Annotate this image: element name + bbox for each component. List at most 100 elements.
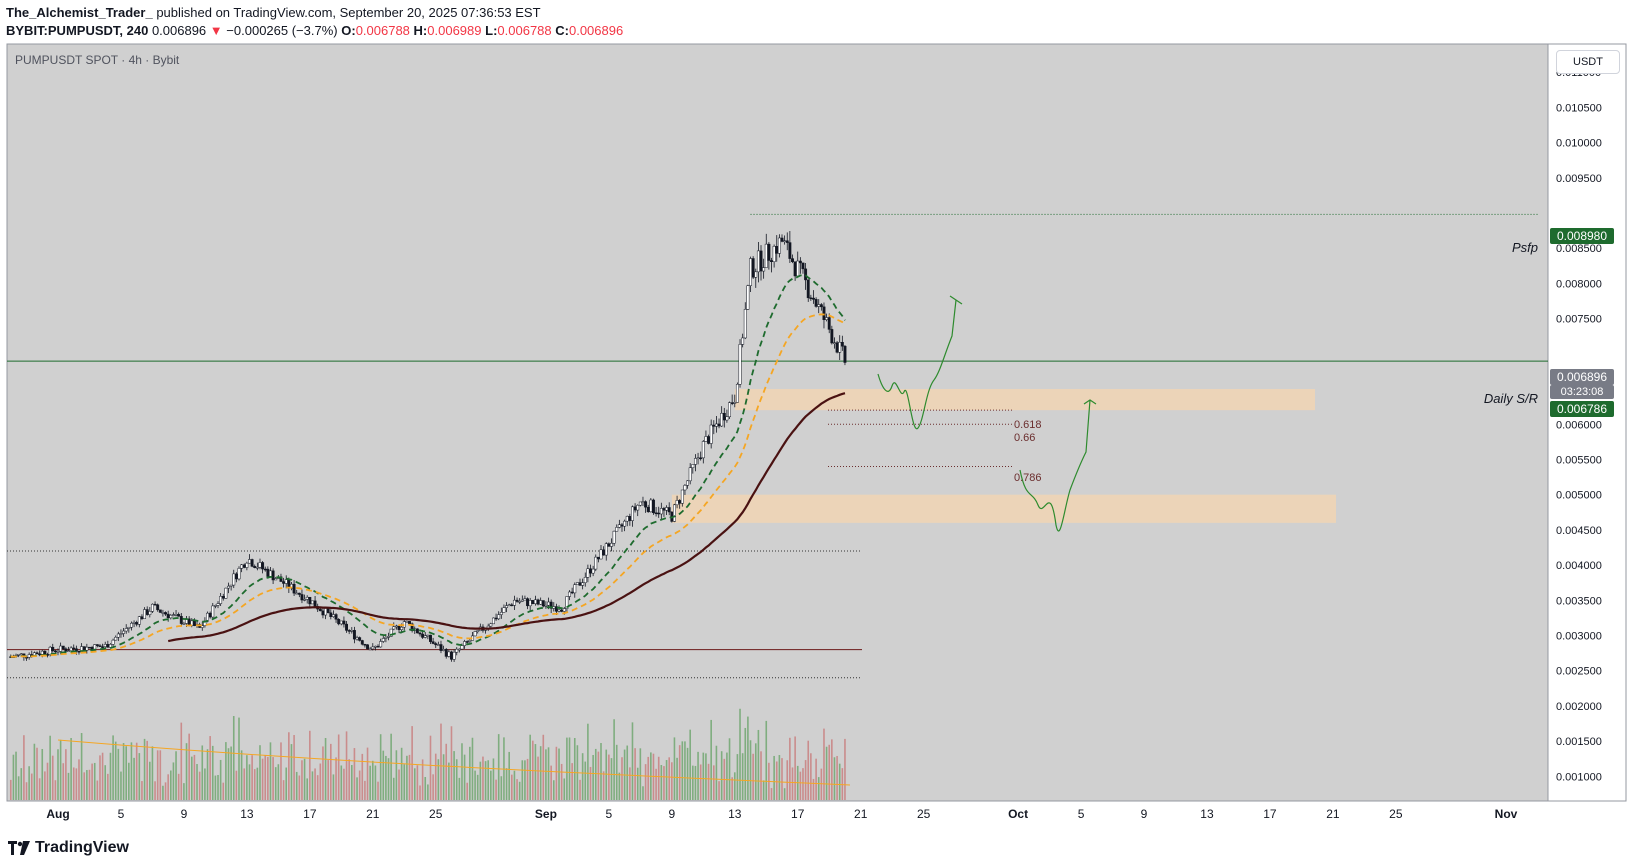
volume-bar	[568, 737, 571, 800]
candle-body	[360, 640, 364, 645]
y-tick-label: 0.008000	[1556, 278, 1602, 290]
x-tick-label: Sep	[535, 807, 557, 821]
candle-body	[591, 568, 595, 574]
volume-bar	[156, 750, 159, 800]
volume-bar	[130, 742, 133, 800]
price-axis[interactable]	[1548, 44, 1626, 801]
volume-bar	[804, 760, 807, 800]
candle-body	[224, 587, 228, 599]
candle-body	[166, 613, 170, 619]
candle-body	[232, 573, 236, 586]
volume-bar	[112, 735, 114, 800]
volume-bar	[222, 782, 225, 800]
candle-body	[237, 568, 241, 580]
candle-body	[455, 648, 459, 653]
volume-bar	[235, 770, 238, 800]
volume-bar	[521, 760, 524, 800]
volume-bar	[765, 720, 768, 800]
candle-body	[809, 297, 813, 300]
high-label: H:	[413, 23, 428, 38]
volume-bar	[710, 719, 712, 800]
volume-bar	[101, 752, 104, 800]
psfp-label: Psfp	[1512, 240, 1538, 255]
candle-body	[775, 246, 779, 254]
brand-name: TradingView	[35, 839, 129, 856]
candle-body	[179, 616, 183, 624]
candle-body	[578, 582, 582, 586]
currency-button[interactable]: USDT	[1556, 50, 1620, 74]
volume-bar	[762, 780, 765, 800]
publish-info: published on TradingView.com, September …	[156, 5, 541, 20]
volume-bar	[33, 743, 36, 800]
volume-bar	[589, 766, 592, 800]
volume-bar	[487, 760, 490, 800]
candle-body	[334, 614, 338, 620]
candle-body	[35, 652, 39, 655]
candle-body	[219, 596, 223, 604]
y-tick-label: 0.010000	[1556, 138, 1602, 150]
candle-body	[263, 568, 267, 571]
candle-body	[573, 584, 577, 594]
candle-body	[822, 306, 826, 320]
y-tick-label: 0.005000	[1556, 490, 1602, 502]
candle-body	[171, 614, 175, 616]
candle-body	[145, 609, 149, 615]
volume-bar	[211, 745, 214, 800]
volume-bar	[214, 775, 217, 800]
candle-body	[489, 623, 493, 627]
volume-bar	[361, 753, 364, 800]
candle-body	[324, 608, 328, 616]
candle-body	[777, 237, 781, 254]
volume-bar	[587, 723, 589, 800]
x-tick-label: 25	[429, 807, 443, 821]
volume-bar	[78, 759, 80, 800]
candle-body	[738, 344, 742, 385]
publish-line: The_Alchemist_Trader_ published on Tradi…	[6, 4, 623, 22]
volume-ma-line	[57, 739, 851, 786]
volume-bar	[167, 774, 169, 800]
volume-bar	[786, 760, 789, 800]
down-triangle-icon: ▼	[209, 23, 223, 38]
candle-body	[321, 610, 325, 616]
volume-bar	[104, 765, 107, 800]
volume-bar	[657, 756, 660, 800]
volume-bar	[227, 748, 230, 800]
volume-bar	[290, 744, 293, 800]
y-tick-label: 0.009500	[1556, 173, 1602, 185]
volume-bar	[322, 746, 324, 800]
candle-body	[27, 654, 31, 658]
volume-bar	[301, 760, 303, 800]
volume-bar	[437, 759, 440, 800]
author-name[interactable]: The_Alchemist_Trader_	[6, 5, 153, 20]
volume-bar	[747, 716, 749, 800]
candle-body	[331, 614, 335, 617]
volume-bar	[416, 765, 419, 800]
candle-body	[61, 645, 65, 650]
candle-body	[638, 501, 642, 506]
candle-body	[366, 644, 369, 650]
volume-bar	[799, 771, 802, 800]
volume-bar	[833, 757, 836, 800]
volume-bar	[610, 758, 613, 800]
high-value: 0.006989	[427, 23, 482, 38]
candle-body	[460, 645, 464, 650]
volume-bar	[844, 738, 846, 800]
fib-618-label: 0.618	[1014, 419, 1042, 431]
volume-bar	[463, 754, 466, 800]
candle-body	[801, 262, 805, 270]
tradingview-logo[interactable]: TradingView	[8, 839, 129, 857]
volume-bar	[539, 746, 542, 800]
candle-body	[554, 606, 558, 612]
volume-bar	[259, 745, 261, 800]
candle-body	[762, 267, 766, 272]
volume-bar	[162, 785, 164, 800]
candle-body	[271, 570, 275, 581]
volume-bar	[135, 742, 138, 800]
candle-body	[426, 634, 430, 637]
candle-body	[64, 648, 68, 652]
volume-bar	[621, 757, 623, 800]
x-tick-label: 17	[791, 807, 805, 821]
volume-bar	[778, 755, 781, 800]
volume-bar	[508, 751, 510, 800]
projection-down-path	[1019, 399, 1091, 532]
